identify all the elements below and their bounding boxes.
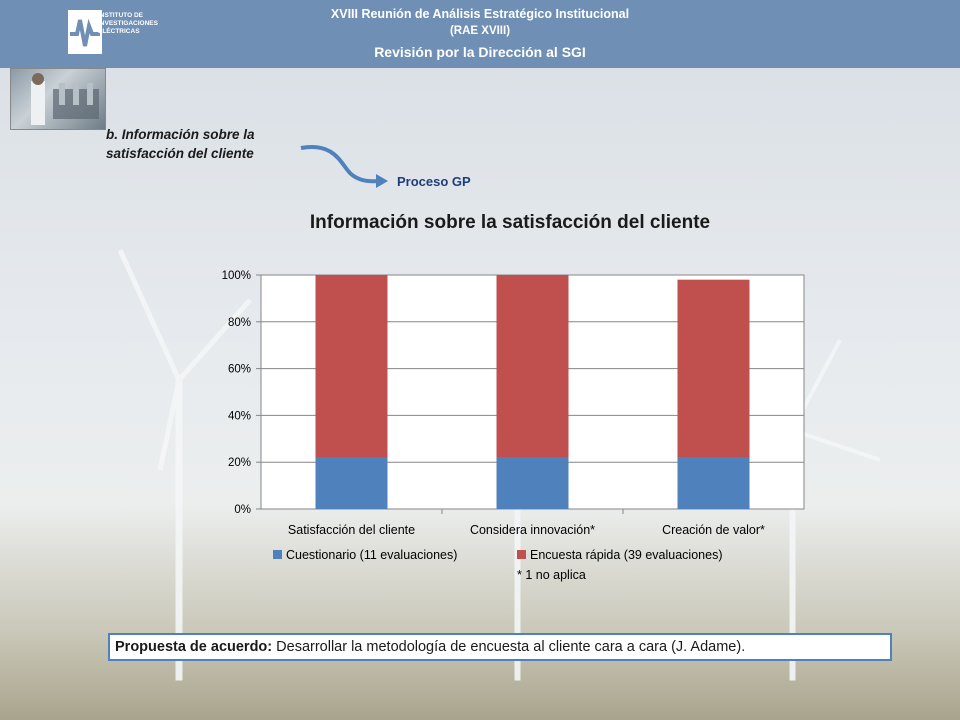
chart-footnote: * 1 no aplica	[517, 568, 586, 582]
legend-swatch	[517, 550, 526, 559]
legend-label: Encuesta rápida (39 evaluaciones)	[530, 548, 722, 562]
section-label: b. Información sobre la satisfacción del…	[106, 125, 306, 163]
bar-segment	[496, 457, 569, 509]
bar-segment	[315, 457, 388, 509]
proposal-text: Desarrollar la metodología de encuesta a…	[272, 639, 746, 655]
lab-scene-icon	[31, 73, 99, 125]
x-tick-label: Considera innovación*	[470, 523, 595, 537]
laboratory-photo	[10, 68, 106, 130]
header-subtitle: (RAE XVIII)	[449, 25, 511, 37]
bar-segment	[315, 275, 388, 458]
header-title: XVIII Reunión de Análisis Estratégico In…	[330, 7, 630, 21]
bar-segment	[677, 457, 750, 509]
logo-text-line1: INSTITUTO DE	[98, 12, 144, 19]
legend-swatch	[273, 550, 282, 559]
proposal-label: Propuesta de acuerdo:	[115, 639, 273, 655]
logo-text: INSTITUTO DE INVESTIGACIONES ELÉCTRICAS	[98, 12, 158, 37]
logo-text-line3: ELÉCTRICAS	[98, 28, 140, 36]
iie-logo: INSTITUTO DE INVESTIGACIONES ELÉCTRICAS	[30, 10, 158, 58]
logo-text-line2: INVESTIGACIONES	[98, 20, 158, 28]
section-label-line1: b. Información sobre la	[106, 127, 255, 142]
y-tick-label: 40%	[228, 410, 251, 422]
y-tick-label: 100%	[222, 270, 251, 282]
bar-segment	[677, 279, 750, 458]
x-tick-label: Creación de valor*	[662, 523, 765, 537]
stacked-bar-chart: 0% 20% 40% 60% 80% 100% Satisfacción del clien…	[222, 270, 805, 562]
x-tick-label: Satisfacción del cliente	[288, 523, 415, 537]
y-tick-label: 80%	[228, 317, 251, 329]
iie-logo-mark-icon	[68, 10, 102, 54]
bar-segment	[496, 275, 569, 458]
curved-arrow-icon	[300, 145, 388, 188]
proposal-box: Propuesta de acuerdo: Desarrollar la met…	[108, 633, 892, 661]
section-label-line2: satisfacción del cliente	[106, 146, 254, 161]
process-label: Proceso GP	[397, 174, 471, 189]
chart-title: Información sobre la satisfacción del cl…	[309, 212, 711, 233]
slide-header: INSTITUTO DE INVESTIGACIONES ELÉCTRICAS …	[0, 0, 960, 68]
header-heading: Revisión por la Dirección al SGI	[374, 44, 586, 60]
y-tick-label: 20%	[228, 457, 251, 469]
legend-label: Cuestionario (11 evaluaciones)	[286, 548, 457, 562]
y-tick-label: 60%	[228, 364, 251, 376]
y-tick-label: 0%	[234, 504, 251, 516]
